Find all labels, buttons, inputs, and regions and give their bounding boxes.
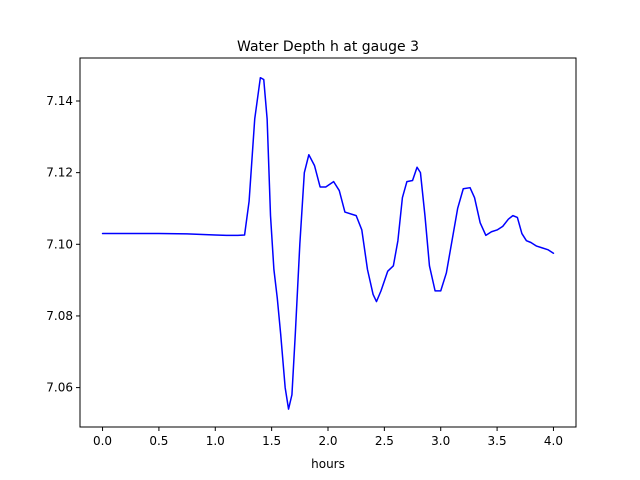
y-tick-label: 7.06 (46, 381, 73, 395)
y-tick-label: 7.12 (46, 166, 73, 180)
x-tick-label: 1.0 (206, 434, 225, 448)
x-axis-ticks: 0.0 0.5 1.0 1.5 2.0 2.5 3.0 3.5 4.0 (93, 427, 563, 448)
y-tick-label: 7.08 (46, 309, 73, 323)
x-tick-label: 0.0 (93, 434, 112, 448)
x-tick-label: 4.0 (544, 434, 563, 448)
x-tick-label: 2.5 (375, 434, 394, 448)
y-axis-ticks: 7.06 7.08 7.10 7.12 7.14 (46, 94, 80, 395)
x-tick-label: 0.5 (149, 434, 168, 448)
y-tick-label: 7.10 (46, 237, 73, 251)
series-line (101, 76, 555, 410)
x-tick-label: 1.5 (262, 434, 281, 448)
x-tick-label: 2.0 (318, 434, 337, 448)
y-tick-label: 7.14 (46, 94, 73, 108)
x-axis-label: hours (311, 457, 345, 471)
chart-title: Water Depth h at gauge 3 (237, 39, 419, 55)
x-tick-label: 3.0 (431, 434, 450, 448)
x-tick-label: 3.5 (488, 434, 507, 448)
plot-frame (79, 57, 577, 428)
